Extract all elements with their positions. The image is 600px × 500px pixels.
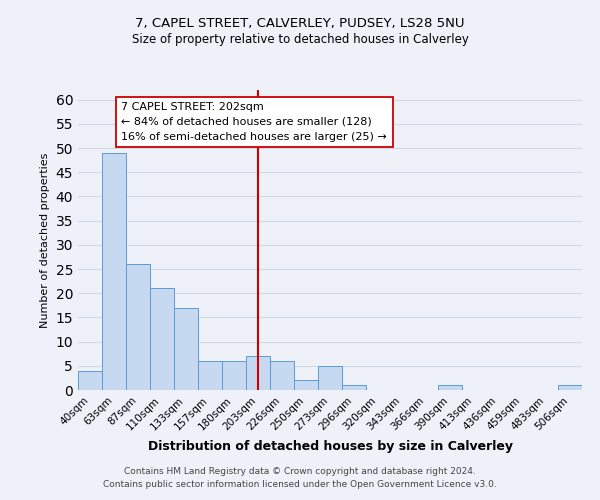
Text: 7 CAPEL STREET: 202sqm
← 84% of detached houses are smaller (128)
16% of semi-de: 7 CAPEL STREET: 202sqm ← 84% of detached… [121,102,387,142]
Bar [558,385,582,390]
Bar [78,370,102,390]
Bar [294,380,318,390]
Bar [174,308,198,390]
Bar [246,356,270,390]
Bar [222,361,246,390]
Bar [438,385,462,390]
Y-axis label: Number of detached properties: Number of detached properties [40,152,50,328]
Text: Contains HM Land Registry data © Crown copyright and database right 2024.: Contains HM Land Registry data © Crown c… [124,467,476,476]
Bar [318,366,342,390]
X-axis label: Distribution of detached houses by size in Calverley: Distribution of detached houses by size … [148,440,512,453]
Bar [198,361,222,390]
Bar [126,264,150,390]
Text: Size of property relative to detached houses in Calverley: Size of property relative to detached ho… [131,32,469,46]
Bar [150,288,174,390]
Bar [102,153,126,390]
Text: 7, CAPEL STREET, CALVERLEY, PUDSEY, LS28 5NU: 7, CAPEL STREET, CALVERLEY, PUDSEY, LS28… [135,18,465,30]
Text: Contains public sector information licensed under the Open Government Licence v3: Contains public sector information licen… [103,480,497,489]
Bar [342,385,366,390]
Bar [270,361,294,390]
